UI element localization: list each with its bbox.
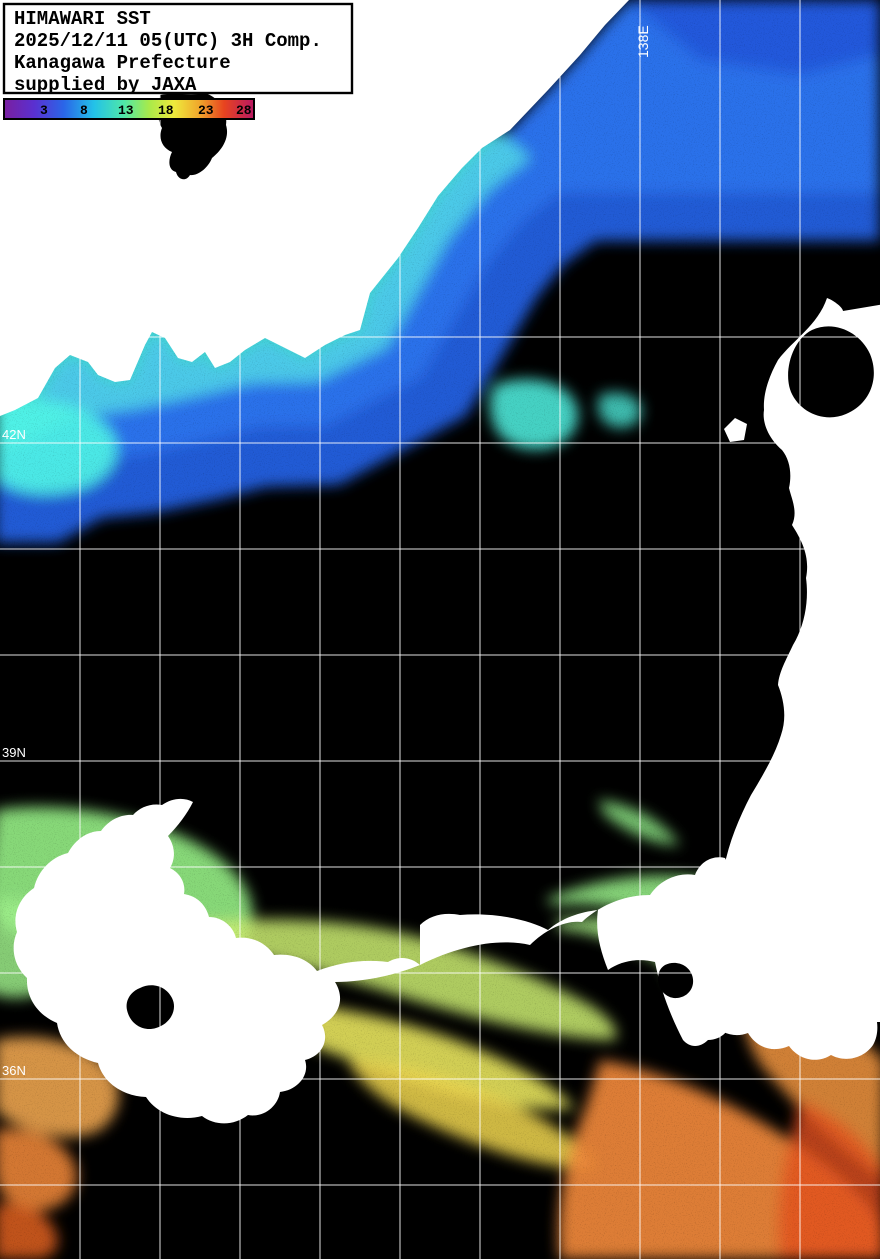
- svg-text:138E: 138E: [635, 25, 651, 58]
- svg-text:42N: 42N: [2, 427, 26, 442]
- svg-text:8: 8: [80, 103, 88, 118]
- svg-text:36N: 36N: [2, 1063, 26, 1078]
- svg-text:Kanagawa Prefecture: Kanagawa Prefecture: [14, 52, 231, 74]
- svg-text:3: 3: [40, 103, 48, 118]
- svg-text:18: 18: [158, 103, 174, 118]
- svg-text:13: 13: [118, 103, 134, 118]
- svg-text:HIMAWARI SST: HIMAWARI SST: [14, 8, 151, 30]
- svg-text:28: 28: [236, 103, 252, 118]
- svg-text:39N: 39N: [2, 745, 26, 760]
- svg-text:2025/12/11 05(UTC) 3H Comp.: 2025/12/11 05(UTC) 3H Comp.: [14, 30, 322, 52]
- svg-text:supplied by JAXA: supplied by JAXA: [14, 74, 197, 96]
- svg-text:23: 23: [198, 103, 214, 118]
